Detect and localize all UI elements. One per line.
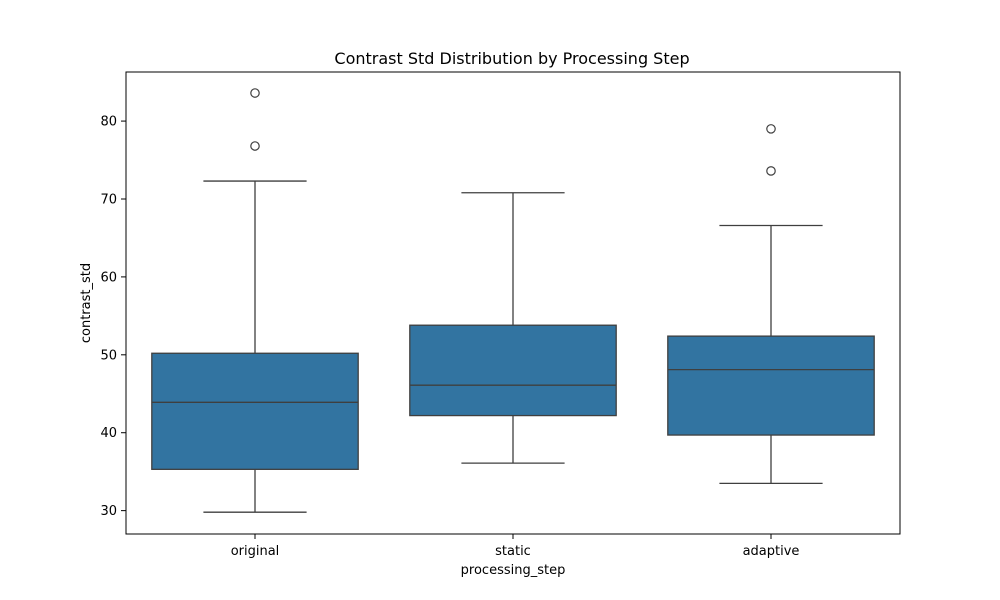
outlier-point [766, 166, 776, 176]
y-tick-label: 40 [100, 426, 117, 441]
x-tick-label: static [495, 544, 531, 559]
y-tick-label: 80 [100, 115, 117, 130]
iqr-box [409, 324, 617, 417]
box-group-original [151, 88, 359, 513]
chart-title: Contrast Std Distribution by Processing … [334, 49, 689, 68]
box-group-adaptive [667, 124, 875, 485]
y-tick-label: 60 [100, 270, 117, 285]
outlier-point [250, 141, 260, 151]
axes-frame [125, 71, 901, 535]
outlier-point [250, 88, 260, 98]
x-tick-label: adaptive [743, 544, 800, 559]
y-tick-label: 30 [100, 504, 117, 519]
iqr-box [151, 352, 359, 470]
y-tick-label: 70 [100, 192, 117, 207]
iqr-box [667, 335, 875, 436]
outlier-point [766, 124, 776, 134]
box-group-static [409, 192, 617, 464]
x-axis-label: processing_step [461, 563, 566, 578]
y-axis-label: contrast_std [79, 263, 94, 343]
y-tick-label: 50 [100, 348, 117, 363]
plot-area: 30 40 50 60 70 80 original static adaptive [100, 88, 875, 559]
x-tick-label: original [231, 544, 280, 559]
